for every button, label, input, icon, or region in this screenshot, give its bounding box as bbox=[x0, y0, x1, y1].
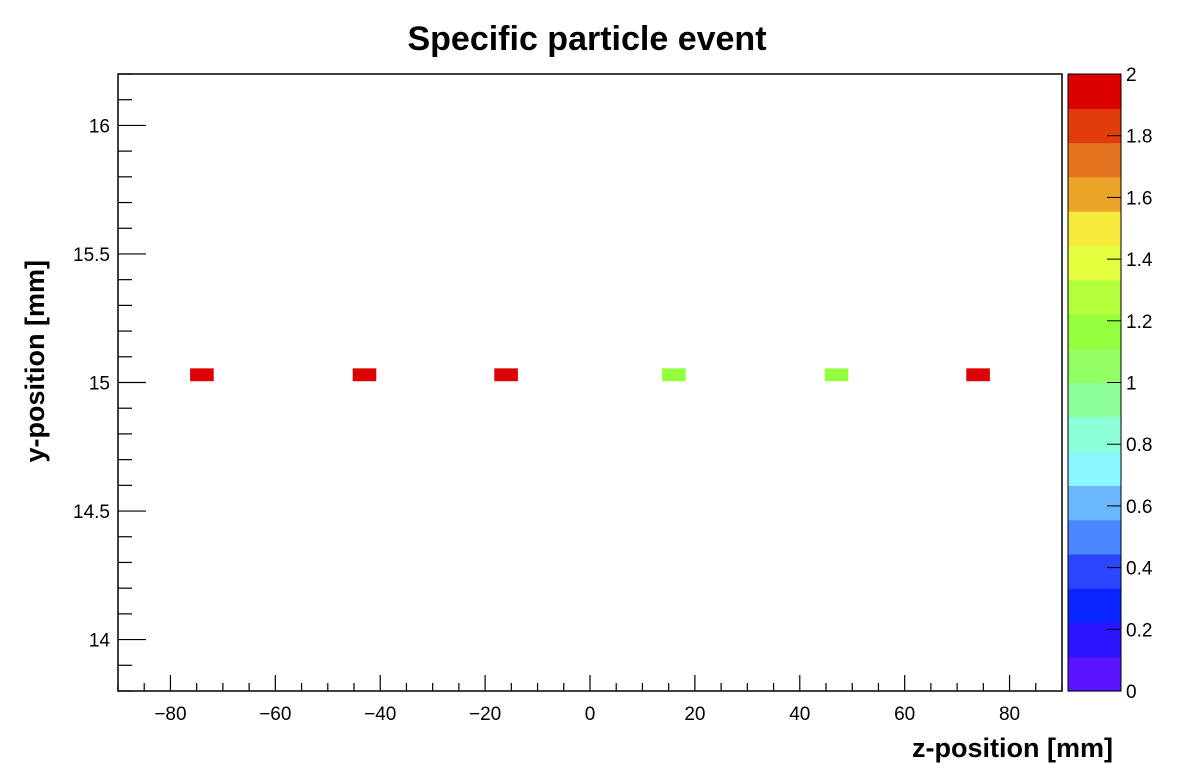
x-tick-label: −20 bbox=[469, 704, 501, 725]
color-scale-band bbox=[1068, 313, 1121, 349]
color-scale-tick-label: 1.8 bbox=[1126, 127, 1152, 148]
color-scale-band bbox=[1068, 622, 1121, 658]
color-scale-band bbox=[1068, 245, 1121, 281]
color-scale-band bbox=[1068, 451, 1121, 486]
x-axis-label: z-position [mm] bbox=[912, 733, 1113, 763]
color-scale-band bbox=[1068, 176, 1121, 212]
x-tick-labels: −80 −60 −40 −20 0 20 40 60 80 bbox=[154, 704, 1020, 725]
color-scale bbox=[1068, 73, 1121, 692]
y-tick-label: 16 bbox=[89, 116, 110, 137]
color-scale-band bbox=[1068, 348, 1121, 384]
color-scale-tick-label: 0.2 bbox=[1126, 620, 1152, 641]
data-bin bbox=[966, 368, 990, 382]
x-tick-label: 60 bbox=[894, 704, 915, 725]
color-scale-band bbox=[1068, 416, 1121, 452]
axis-ticks bbox=[117, 73, 1063, 692]
color-scale-band bbox=[1068, 382, 1121, 418]
color-scale-band bbox=[1068, 74, 1121, 109]
y-tick-label: 14 bbox=[89, 631, 111, 652]
x-tick-label: −40 bbox=[364, 704, 396, 725]
data-bin bbox=[190, 368, 214, 382]
x-tick-label: 40 bbox=[789, 704, 810, 725]
color-scale-band bbox=[1068, 519, 1121, 555]
color-scale-band bbox=[1068, 588, 1121, 624]
x-tick-label: −80 bbox=[154, 704, 186, 725]
color-scale-band bbox=[1068, 553, 1121, 589]
color-scale-tick-label: 0 bbox=[1126, 682, 1137, 703]
color-scale-band bbox=[1068, 108, 1121, 144]
color-scale-band bbox=[1068, 211, 1121, 246]
color-scale-tick-label: 2 bbox=[1126, 65, 1137, 86]
color-scale-tick-label: 0.8 bbox=[1126, 435, 1152, 456]
plot-frame bbox=[117, 73, 1063, 692]
color-scale-tick-label: 1.4 bbox=[1126, 250, 1153, 271]
x-tick-label: 0 bbox=[585, 704, 596, 725]
x-tick-label: 80 bbox=[999, 704, 1020, 725]
y-tick-label: 14.5 bbox=[73, 502, 110, 523]
x-tick-label: −60 bbox=[259, 704, 291, 725]
y-axis-label: y-position [mm] bbox=[20, 260, 50, 463]
color-scale-band bbox=[1068, 485, 1121, 521]
y-tick-labels: 14 14.5 15 15.5 16 bbox=[73, 116, 110, 651]
chart-title: Specific particle event bbox=[407, 20, 766, 58]
y-tick-label: 15.5 bbox=[73, 245, 110, 266]
y-tick-label: 15 bbox=[89, 374, 110, 395]
color-scale-band bbox=[1068, 656, 1121, 692]
color-scale-band bbox=[1068, 142, 1121, 178]
color-scale-tick-label: 0.4 bbox=[1126, 559, 1153, 580]
data-bin bbox=[494, 368, 518, 382]
data-bin bbox=[352, 368, 377, 382]
color-scale-tick-label: 1 bbox=[1126, 374, 1137, 395]
color-scale-tick-label: 1.2 bbox=[1126, 312, 1152, 333]
data-bin bbox=[662, 368, 686, 382]
x-tick-label: 20 bbox=[684, 704, 705, 725]
data-bin bbox=[824, 368, 849, 382]
color-scale-frame bbox=[1067, 73, 1122, 692]
data-bins bbox=[190, 368, 990, 382]
color-scale-band bbox=[1068, 279, 1121, 315]
color-scale-tick-label: 1.6 bbox=[1126, 188, 1152, 209]
color-scale-tick-label: 0.6 bbox=[1126, 497, 1152, 518]
color-scale-tick-labels: 0 0.2 0.4 0.6 0.8 1 1.2 1.4 1.6 1.8 2 bbox=[1126, 65, 1153, 703]
